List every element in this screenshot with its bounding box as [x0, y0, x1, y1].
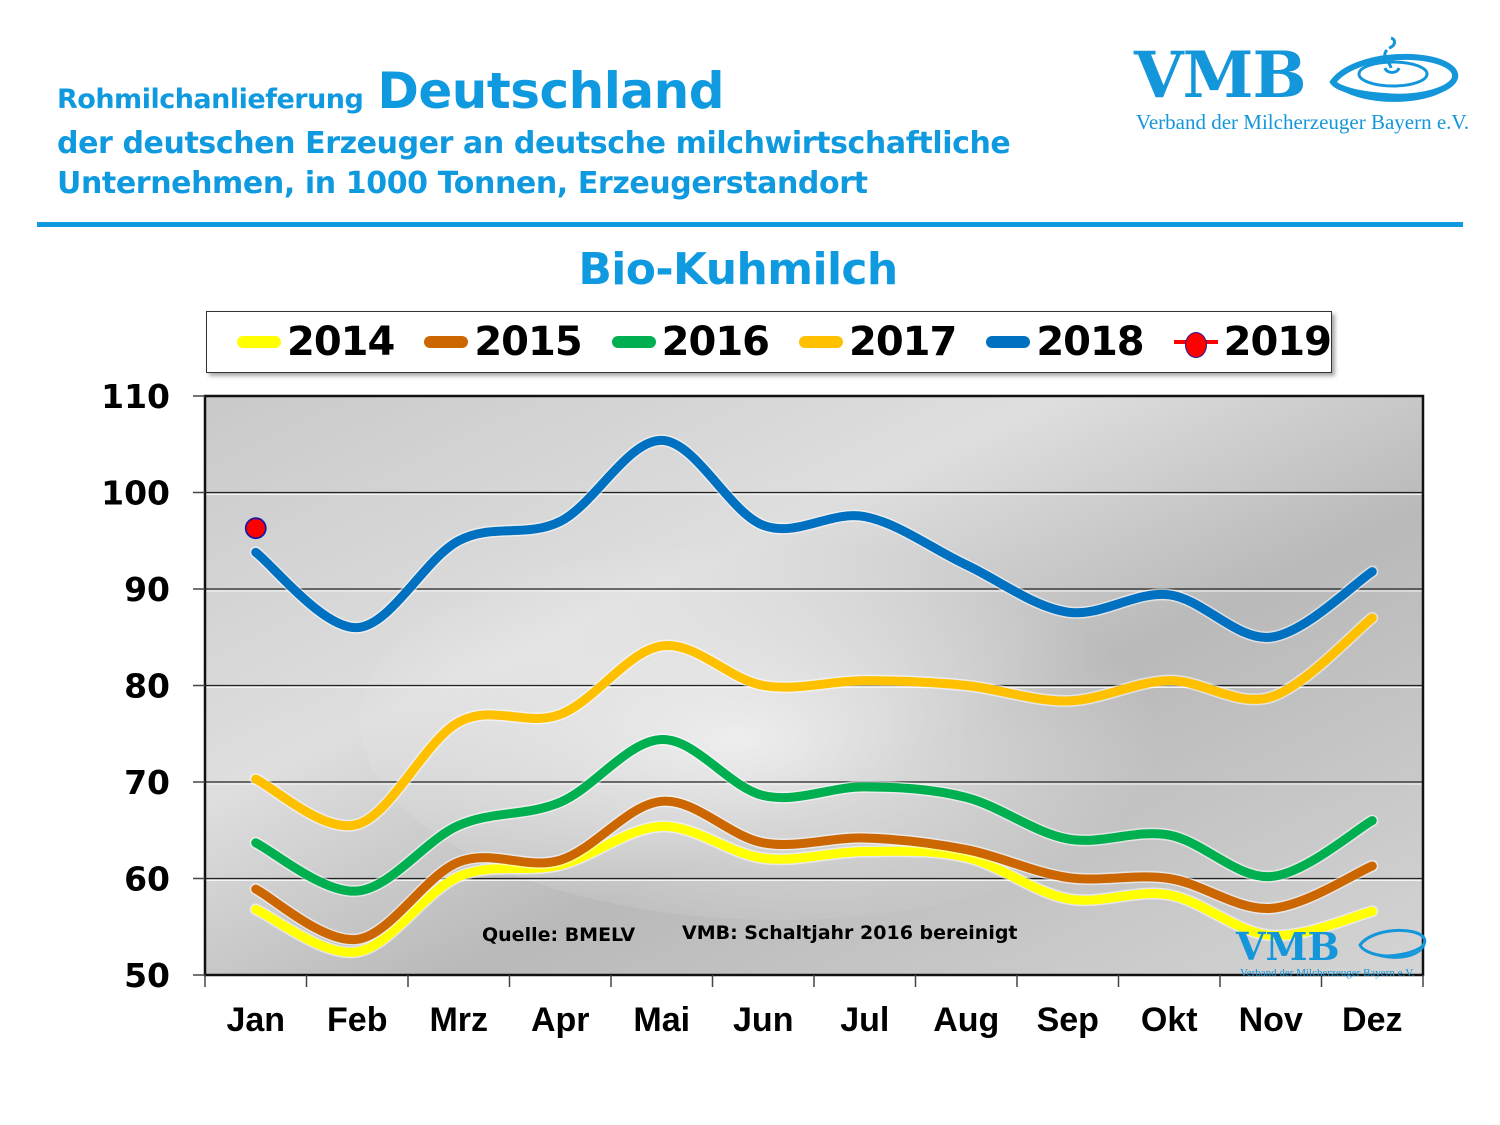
axes	[193, 394, 1425, 987]
legend-item-2019: 2019	[1173, 319, 1332, 365]
header-title-prefix: Rohmilchanlieferung	[57, 84, 364, 115]
x-tick-label-apr: Apr	[531, 1001, 590, 1039]
chart-legend: 2014 2015 2016 2017 2018 2019	[206, 311, 1332, 373]
legend-item-2018: 2018	[986, 319, 1145, 365]
legend-label-2015: 2015	[474, 319, 582, 365]
watermark-drop-icon	[1358, 928, 1427, 959]
vmb-logo-subtitle: Verband der Milcherzeuger Bayern e.V.	[1136, 110, 1470, 134]
x-tick-label-jan: Jan	[226, 1001, 285, 1039]
milk-drop-logo-icon	[1329, 36, 1459, 102]
x-tick-label-sep: Sep	[1037, 1001, 1099, 1039]
x-tick-label-jul: Jul	[840, 1001, 889, 1039]
legend-swatch-2015	[424, 336, 469, 348]
x-tick-label-nov: Nov	[1239, 1001, 1303, 1039]
series-line-2018	[251, 435, 1377, 642]
x-tick-label-aug: Aug	[933, 1001, 999, 1039]
y-tick-label-100: 100	[101, 474, 170, 513]
y-tick-label-80: 80	[124, 667, 170, 706]
legend-marker-2019	[1184, 332, 1207, 358]
header-subtitle-line1: der deutschen Erzeuger an deutsche milch…	[57, 126, 1011, 161]
x-tick-label-mai: Mai	[633, 1001, 690, 1039]
legend-swatch-2018	[986, 336, 1031, 348]
legend-item-2016: 2016	[611, 319, 770, 365]
series-line-2017	[251, 613, 1377, 831]
series-2019	[244, 517, 267, 540]
series-lines	[244, 434, 1379, 959]
annotation-leap-year: VMB: Schaltjahr 2016 bereinigt	[682, 922, 1018, 944]
series-2015	[249, 795, 1379, 946]
legend-item-2014: 2014	[237, 319, 395, 365]
series-2018	[249, 434, 1379, 644]
y-tick-label-50: 50	[124, 956, 170, 995]
legend-swatch-2017	[798, 336, 843, 348]
y-tick-label-110: 110	[101, 377, 170, 416]
watermark-logo-subtitle: Verband der Milcherzeuger Bayern e.V.	[1240, 967, 1415, 979]
vmb-logo: VMB Verband der Milcherzeuger Bayern e.V…	[1130, 30, 1470, 150]
series-2016	[249, 733, 1379, 898]
x-tick-label-dez: Dez	[1342, 1001, 1402, 1039]
watermark-logo-text: VMB	[1235, 924, 1340, 969]
chart-annotations: Quelle: BMELV VMB: Schaltjahr 2016 berei…	[482, 922, 1018, 946]
x-axis-ticks: Jan Feb Mrz Apr Mai Jun Jul Aug Sep Okt Nov Dez	[226, 1001, 1402, 1039]
legend-label-2019: 2019	[1223, 319, 1332, 365]
legend-label-2014: 2014	[287, 319, 395, 365]
legend-item-2015: 2015	[424, 319, 583, 365]
series-line-2014	[251, 821, 1377, 957]
legend-swatch-2019	[1173, 332, 1218, 358]
series-line-2016	[251, 735, 1377, 896]
x-tick-label-okt: Okt	[1141, 1001, 1198, 1039]
y-tick-label-60: 60	[124, 860, 170, 899]
legend-item-2017: 2017	[798, 319, 957, 365]
header-divider	[37, 222, 1463, 227]
y-tick-label-70: 70	[124, 763, 170, 802]
annotation-source: Quelle: BMELV	[482, 924, 636, 946]
y-tick-label-90: 90	[124, 570, 170, 609]
x-tick-label-feb: Feb	[327, 1001, 387, 1039]
vmb-watermark-logo: VMB Verband der Milcherzeuger Bayern e.V…	[1235, 924, 1427, 979]
series-2014	[249, 820, 1379, 959]
header-title: Rohmilchanlieferung Deutschland	[57, 62, 725, 120]
data-point-2019-jan	[244, 517, 267, 540]
series-2017	[249, 611, 1379, 832]
x-tick-label-jun: Jun	[733, 1001, 793, 1039]
series-line-2015	[251, 796, 1377, 944]
chart-title: Bio-Kuhmilch	[578, 244, 898, 295]
milk-splash-background	[360, 520, 1200, 920]
legend-swatch-2016	[611, 336, 656, 348]
header-title-country: Deutschland	[377, 62, 725, 120]
x-tick-label-mrz: Mrz	[429, 1001, 488, 1039]
legend-label-2018: 2018	[1036, 319, 1144, 365]
vmb-logo-text: VMB	[1134, 38, 1307, 113]
legend-label-2017: 2017	[848, 319, 957, 365]
y-axis-ticks: 50 60 70 80 90 100 110	[101, 377, 170, 995]
legend-label-2016: 2016	[661, 319, 770, 365]
header-subtitle-line2: Unternehmen, in 1000 Tonnen, Erzeugersta…	[57, 166, 868, 201]
legend-swatch-2014	[237, 336, 281, 348]
